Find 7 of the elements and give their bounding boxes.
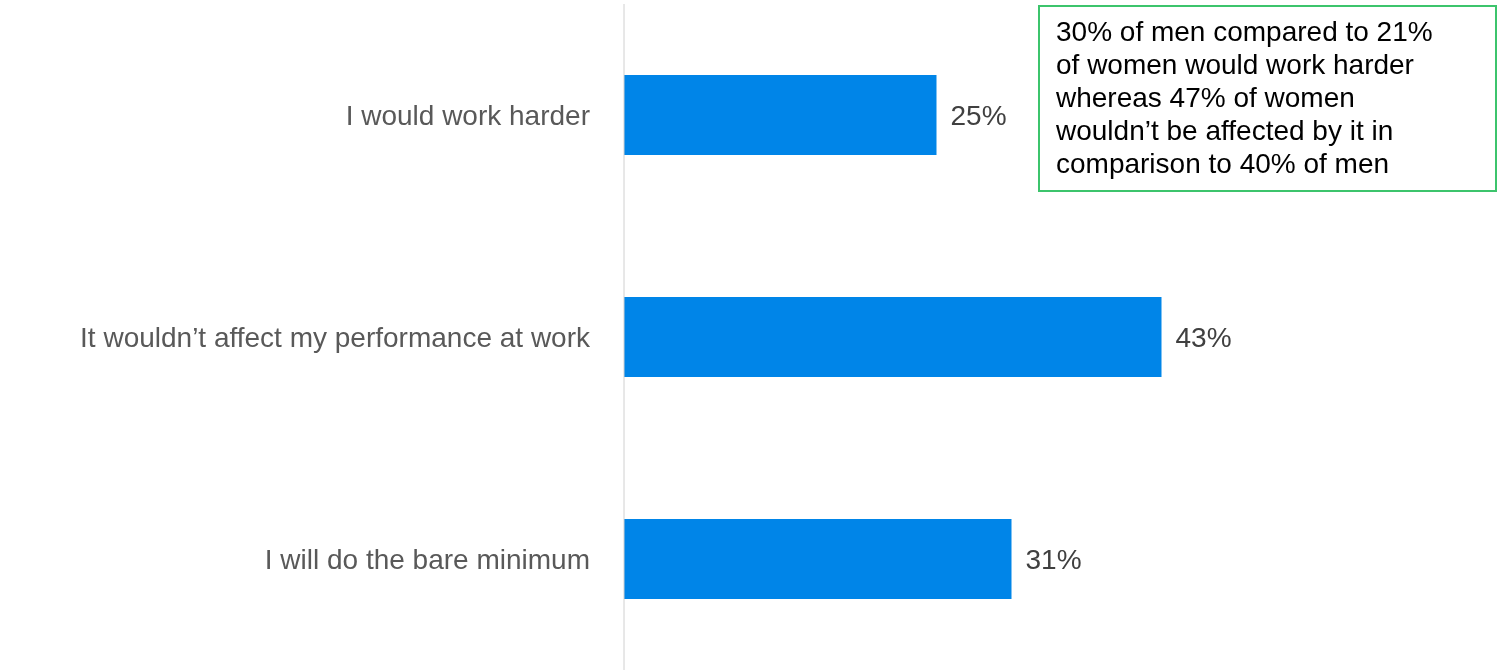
y-tick-label: It wouldn’t affect my performance at work (80, 322, 591, 353)
annotation: 30% of men compared to 21% of women would work harder whereas 47% of women wouldn’t be affected by it in comparison to 40% of men (1038, 5, 1497, 192)
data-label: 43% (1175, 321, 1232, 353)
data-label: 31% (1025, 543, 1082, 575)
y-tick-label: I will do the bare minimum (264, 544, 590, 575)
y-tick-label: I would work harder (345, 100, 590, 131)
data-label: 25% (950, 99, 1007, 131)
